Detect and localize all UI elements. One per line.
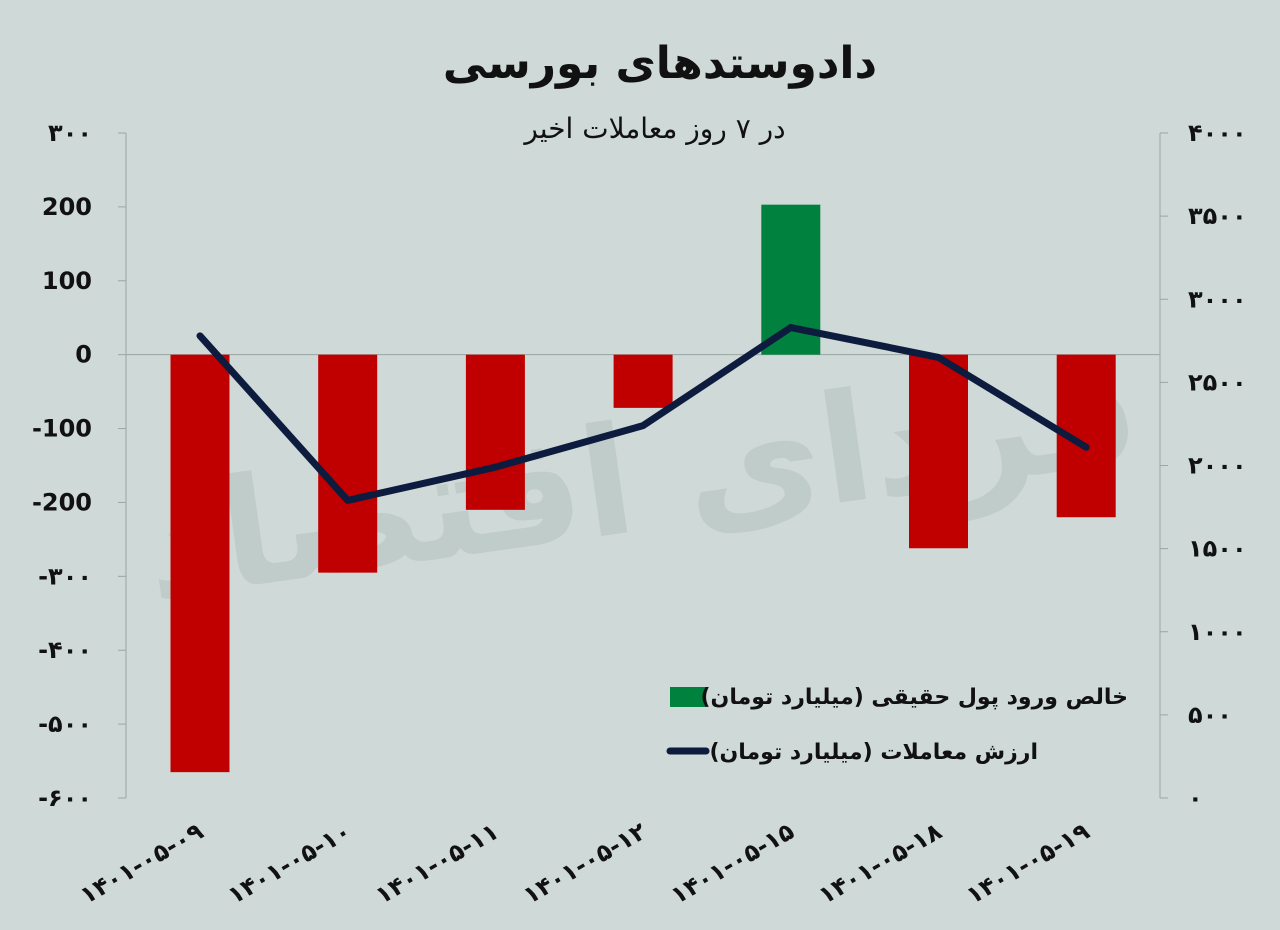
chart-title: دادوستدهای بورسی — [443, 38, 877, 89]
x-tick-label: ۱۴۰۱-۰۵-۱۵ — [666, 817, 799, 910]
legend-line-label: ارزش معاملات (میلیارد تومان) — [709, 740, 1038, 765]
right-tick-label: ۳۰۰۰ — [1188, 285, 1247, 313]
left-tick-label: ۳۰۰ — [48, 119, 92, 147]
legend: خالص ورود پول حقیقی (میلیارد تومان) ارزش … — [666, 685, 1129, 765]
right-tick-label: ۱۰۰۰ — [1188, 618, 1247, 646]
bar-1401-05-09 — [170, 354, 230, 773]
right-tick-label: ۳۵۰۰ — [1188, 202, 1247, 230]
line-point-1401-05-18 — [938, 356, 939, 358]
left-tick-label: 200 — [42, 193, 92, 221]
left-tick-label: -200 — [32, 488, 92, 516]
right-tick-label: ۱۵۰۰ — [1188, 535, 1247, 563]
left-tick-label: 100 — [42, 267, 92, 295]
x-tick-label: ۱۴۰۱-۰۵-۱۹ — [961, 817, 1094, 910]
x-tick-label: ۱۴۰۱-۰۵-۰۹ — [75, 817, 208, 910]
line-point-1401-05-15 — [790, 327, 792, 329]
line-point-1401-05-12 — [642, 425, 644, 427]
chart-subtitle: در ۷ روز معاملات اخیر — [522, 112, 785, 145]
x-tick-label: ۱۴۰۱-۰۵-۱۲ — [518, 817, 651, 910]
left-tick-label: -۵۰۰ — [38, 710, 92, 738]
legend-bar-label: خالص ورود پول حقیقی (میلیارد تومان) — [701, 685, 1129, 710]
x-tick-label: ۱۴۰۱-۰۵-۱۱ — [371, 817, 504, 910]
bar-1401-05-12 — [613, 354, 673, 408]
right-tick-label: ۰ — [1188, 784, 1203, 812]
right-tick-label: ۲۵۰۰ — [1188, 368, 1247, 396]
left-tick-label: -100 — [32, 415, 92, 443]
x-tick-label: ۱۴۰۱-۰۵-۱۸ — [814, 817, 947, 910]
left-tick-label: -۴۰۰ — [38, 636, 92, 664]
line-point-1401-05-09 — [199, 335, 201, 337]
right-tick-label: ۴۰۰۰ — [1188, 119, 1247, 147]
line-point-1401-05-11 — [494, 466, 496, 468]
bar-1401-05-11 — [465, 354, 525, 510]
left-tick-label: -۶۰۰ — [38, 784, 92, 812]
left-tick-label: 0 — [75, 341, 92, 369]
left-tick-label: -۳۰۰ — [38, 562, 92, 590]
legend-bar-swatch — [670, 687, 706, 707]
bar-1401-05-18 — [909, 354, 968, 549]
line-point-1401-05-10 — [347, 499, 349, 501]
line-point-1401-05-19 — [1085, 446, 1087, 448]
line-series — [196, 324, 1090, 504]
x-tick-label: ۱۴۰۱-۰۵-۱۰ — [223, 817, 356, 910]
right-tick-label: ۵۰۰ — [1188, 701, 1232, 729]
right-tick-label: ۲۰۰۰ — [1188, 452, 1247, 480]
bar-1401-05-10 — [318, 354, 378, 573]
